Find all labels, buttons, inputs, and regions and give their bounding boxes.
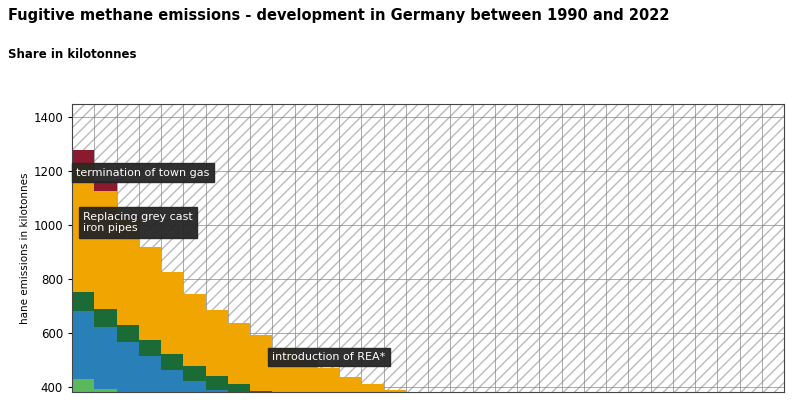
Text: Replacing grey cast
iron pipes: Replacing grey cast iron pipes bbox=[83, 212, 193, 233]
Text: Fugitive methane emissions - development in Germany between 1990 and 2022: Fugitive methane emissions - development… bbox=[8, 8, 670, 23]
Y-axis label: hane emissions in kilotonnes: hane emissions in kilotonnes bbox=[21, 172, 30, 324]
Text: Share in kilotonnes: Share in kilotonnes bbox=[8, 48, 137, 61]
Text: termination of town gas: termination of town gas bbox=[77, 168, 210, 178]
Text: introduction of REA*: introduction of REA* bbox=[272, 352, 386, 362]
